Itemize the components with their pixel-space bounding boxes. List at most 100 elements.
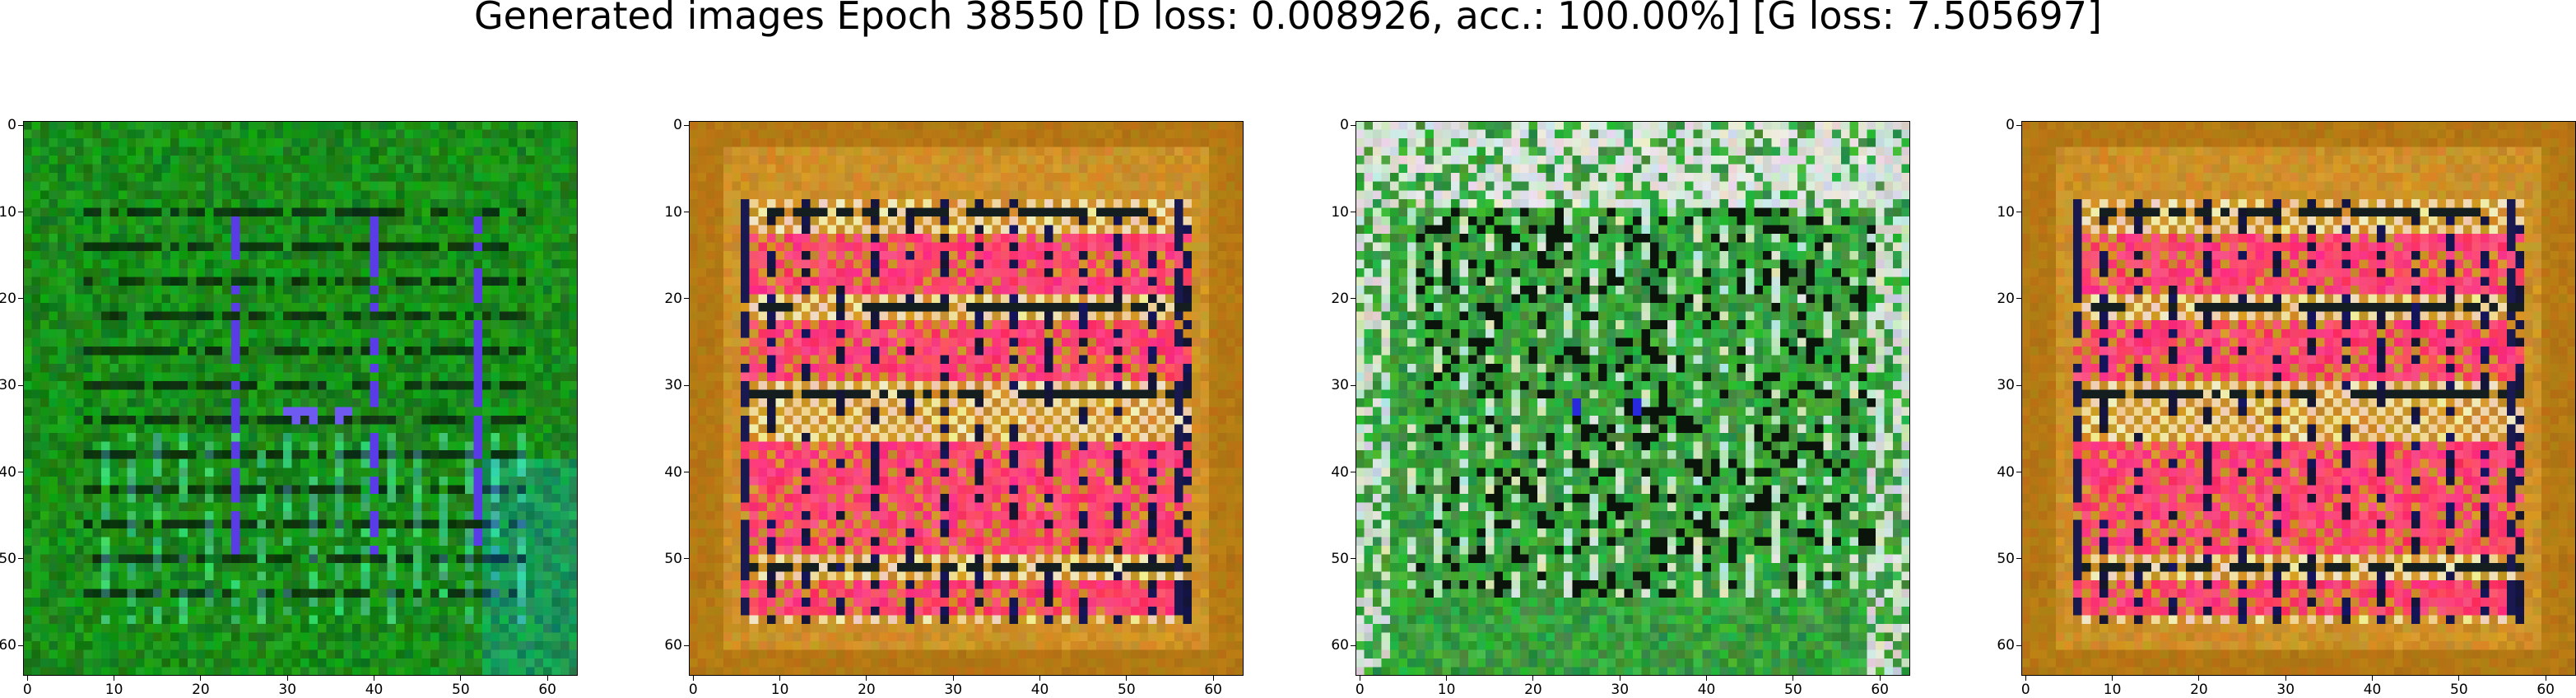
y-tick <box>2016 384 2021 386</box>
y-tick-label: 0 <box>2006 117 2015 134</box>
y-tick-label: 60 <box>1997 637 2015 654</box>
image-panel-4: 0 0 10 10 20 20 30 30 40 40 50 50 60 60 <box>1997 119 2576 697</box>
y-tick-label: 10 <box>0 203 16 221</box>
x-tick-label: 40 <box>365 682 384 698</box>
x-tick <box>1126 676 1128 681</box>
x-tick-label: 50 <box>1118 682 1136 698</box>
x-tick-label: 0 <box>2020 682 2030 698</box>
y-tick <box>2016 558 2021 560</box>
y-tick <box>1351 298 1355 300</box>
y-tick <box>2016 124 2021 126</box>
y-tick <box>18 124 23 126</box>
x-tick <box>1212 676 1214 681</box>
x-tick <box>1039 676 1041 681</box>
x-tick-label: 30 <box>2276 682 2295 698</box>
y-tick <box>18 644 23 646</box>
y-tick-label: 50 <box>1997 550 2015 567</box>
y-tick <box>684 644 689 646</box>
x-tick <box>952 676 954 681</box>
x-tick-label: 50 <box>1784 682 1802 698</box>
y-tick <box>18 384 23 386</box>
x-tick <box>779 676 781 681</box>
y-tick-label: 60 <box>0 637 16 654</box>
figure-title: Generated images Epoch 38550 [D loss: 0.… <box>473 0 2103 38</box>
x-tick <box>2285 676 2286 681</box>
y-tick-label: 20 <box>1997 290 2015 307</box>
x-tick <box>460 676 462 681</box>
x-tick-label: 30 <box>1611 682 1630 698</box>
x-tick-label: 20 <box>1524 682 1542 698</box>
x-tick-label: 50 <box>452 682 470 698</box>
x-tick <box>2198 676 2200 681</box>
generated-image-3 <box>1355 121 1910 676</box>
y-tick-label: 50 <box>664 550 682 567</box>
y-tick <box>2016 644 2021 646</box>
y-tick-label: 0 <box>1340 117 1349 134</box>
image-panel-1: 0 0 10 10 20 20 30 30 40 40 50 50 60 60 <box>0 119 578 697</box>
y-tick <box>1351 558 1355 560</box>
x-tick-label: 10 <box>105 682 123 698</box>
y-tick <box>1351 644 1355 646</box>
y-tick-label: 30 <box>664 377 682 394</box>
y-tick-label: 40 <box>0 463 16 481</box>
x-tick <box>866 676 867 681</box>
y-tick-label: 10 <box>1997 203 2015 221</box>
y-tick-label: 50 <box>0 550 16 567</box>
y-tick-label: 20 <box>1331 290 1349 307</box>
x-tick-label: 60 <box>538 682 556 698</box>
y-tick-label: 0 <box>7 117 16 134</box>
x-tick <box>1446 676 1448 681</box>
y-tick-label: 30 <box>1997 377 2015 394</box>
x-tick <box>1879 676 1881 681</box>
generated-image-2 <box>689 121 1244 676</box>
y-tick-label: 50 <box>1331 550 1349 567</box>
x-tick-label: 30 <box>944 682 963 698</box>
x-tick <box>2025 676 2026 681</box>
x-tick-label: 30 <box>278 682 297 698</box>
image-panel-2: 0 0 10 10 20 20 30 30 40 40 50 50 60 60 <box>664 119 1244 697</box>
x-tick-label: 10 <box>770 682 789 698</box>
x-tick <box>546 676 548 681</box>
y-tick <box>684 558 689 560</box>
y-tick <box>684 298 689 300</box>
y-tick <box>18 558 23 560</box>
y-tick <box>18 298 23 300</box>
y-tick-label: 40 <box>1997 463 2015 481</box>
x-tick-label: 0 <box>1355 682 1365 698</box>
x-tick-label: 60 <box>1871 682 1889 698</box>
x-tick-label: 0 <box>688 682 698 698</box>
x-tick-label: 40 <box>1697 682 1716 698</box>
x-tick-label: 20 <box>2190 682 2208 698</box>
y-tick-label: 40 <box>664 463 682 481</box>
x-tick-label: 10 <box>2103 682 2122 698</box>
y-tick-label: 20 <box>664 290 682 307</box>
y-tick <box>1351 124 1355 126</box>
image-panel-3: 0 0 10 10 20 20 30 30 40 40 50 50 60 60 <box>1331 119 1910 697</box>
y-tick <box>684 384 689 386</box>
y-tick-label: 30 <box>1331 377 1349 394</box>
x-tick <box>1532 676 1534 681</box>
x-tick <box>2372 676 2374 681</box>
x-tick <box>2112 676 2113 681</box>
x-tick-label: 60 <box>2536 682 2555 698</box>
x-tick-label: 0 <box>22 682 32 698</box>
x-tick-label: 20 <box>192 682 210 698</box>
x-tick-label: 50 <box>2450 682 2468 698</box>
y-tick-label: 40 <box>1331 463 1349 481</box>
x-tick-label: 60 <box>1204 682 1222 698</box>
x-tick-label: 10 <box>1437 682 1456 698</box>
y-tick-label: 30 <box>0 377 16 394</box>
y-tick-label: 10 <box>1331 203 1349 221</box>
y-tick <box>2016 298 2021 300</box>
generated-image-4 <box>2021 121 2576 676</box>
x-tick <box>26 676 28 681</box>
y-tick-label: 0 <box>673 117 682 134</box>
x-tick <box>200 676 202 681</box>
x-tick-label: 20 <box>858 682 876 698</box>
x-tick <box>1706 676 1708 681</box>
y-tick-label: 20 <box>0 290 16 307</box>
y-tick-label: 60 <box>1331 637 1349 654</box>
y-tick <box>1351 384 1355 386</box>
y-tick-label: 10 <box>664 203 682 221</box>
x-tick <box>286 676 288 681</box>
